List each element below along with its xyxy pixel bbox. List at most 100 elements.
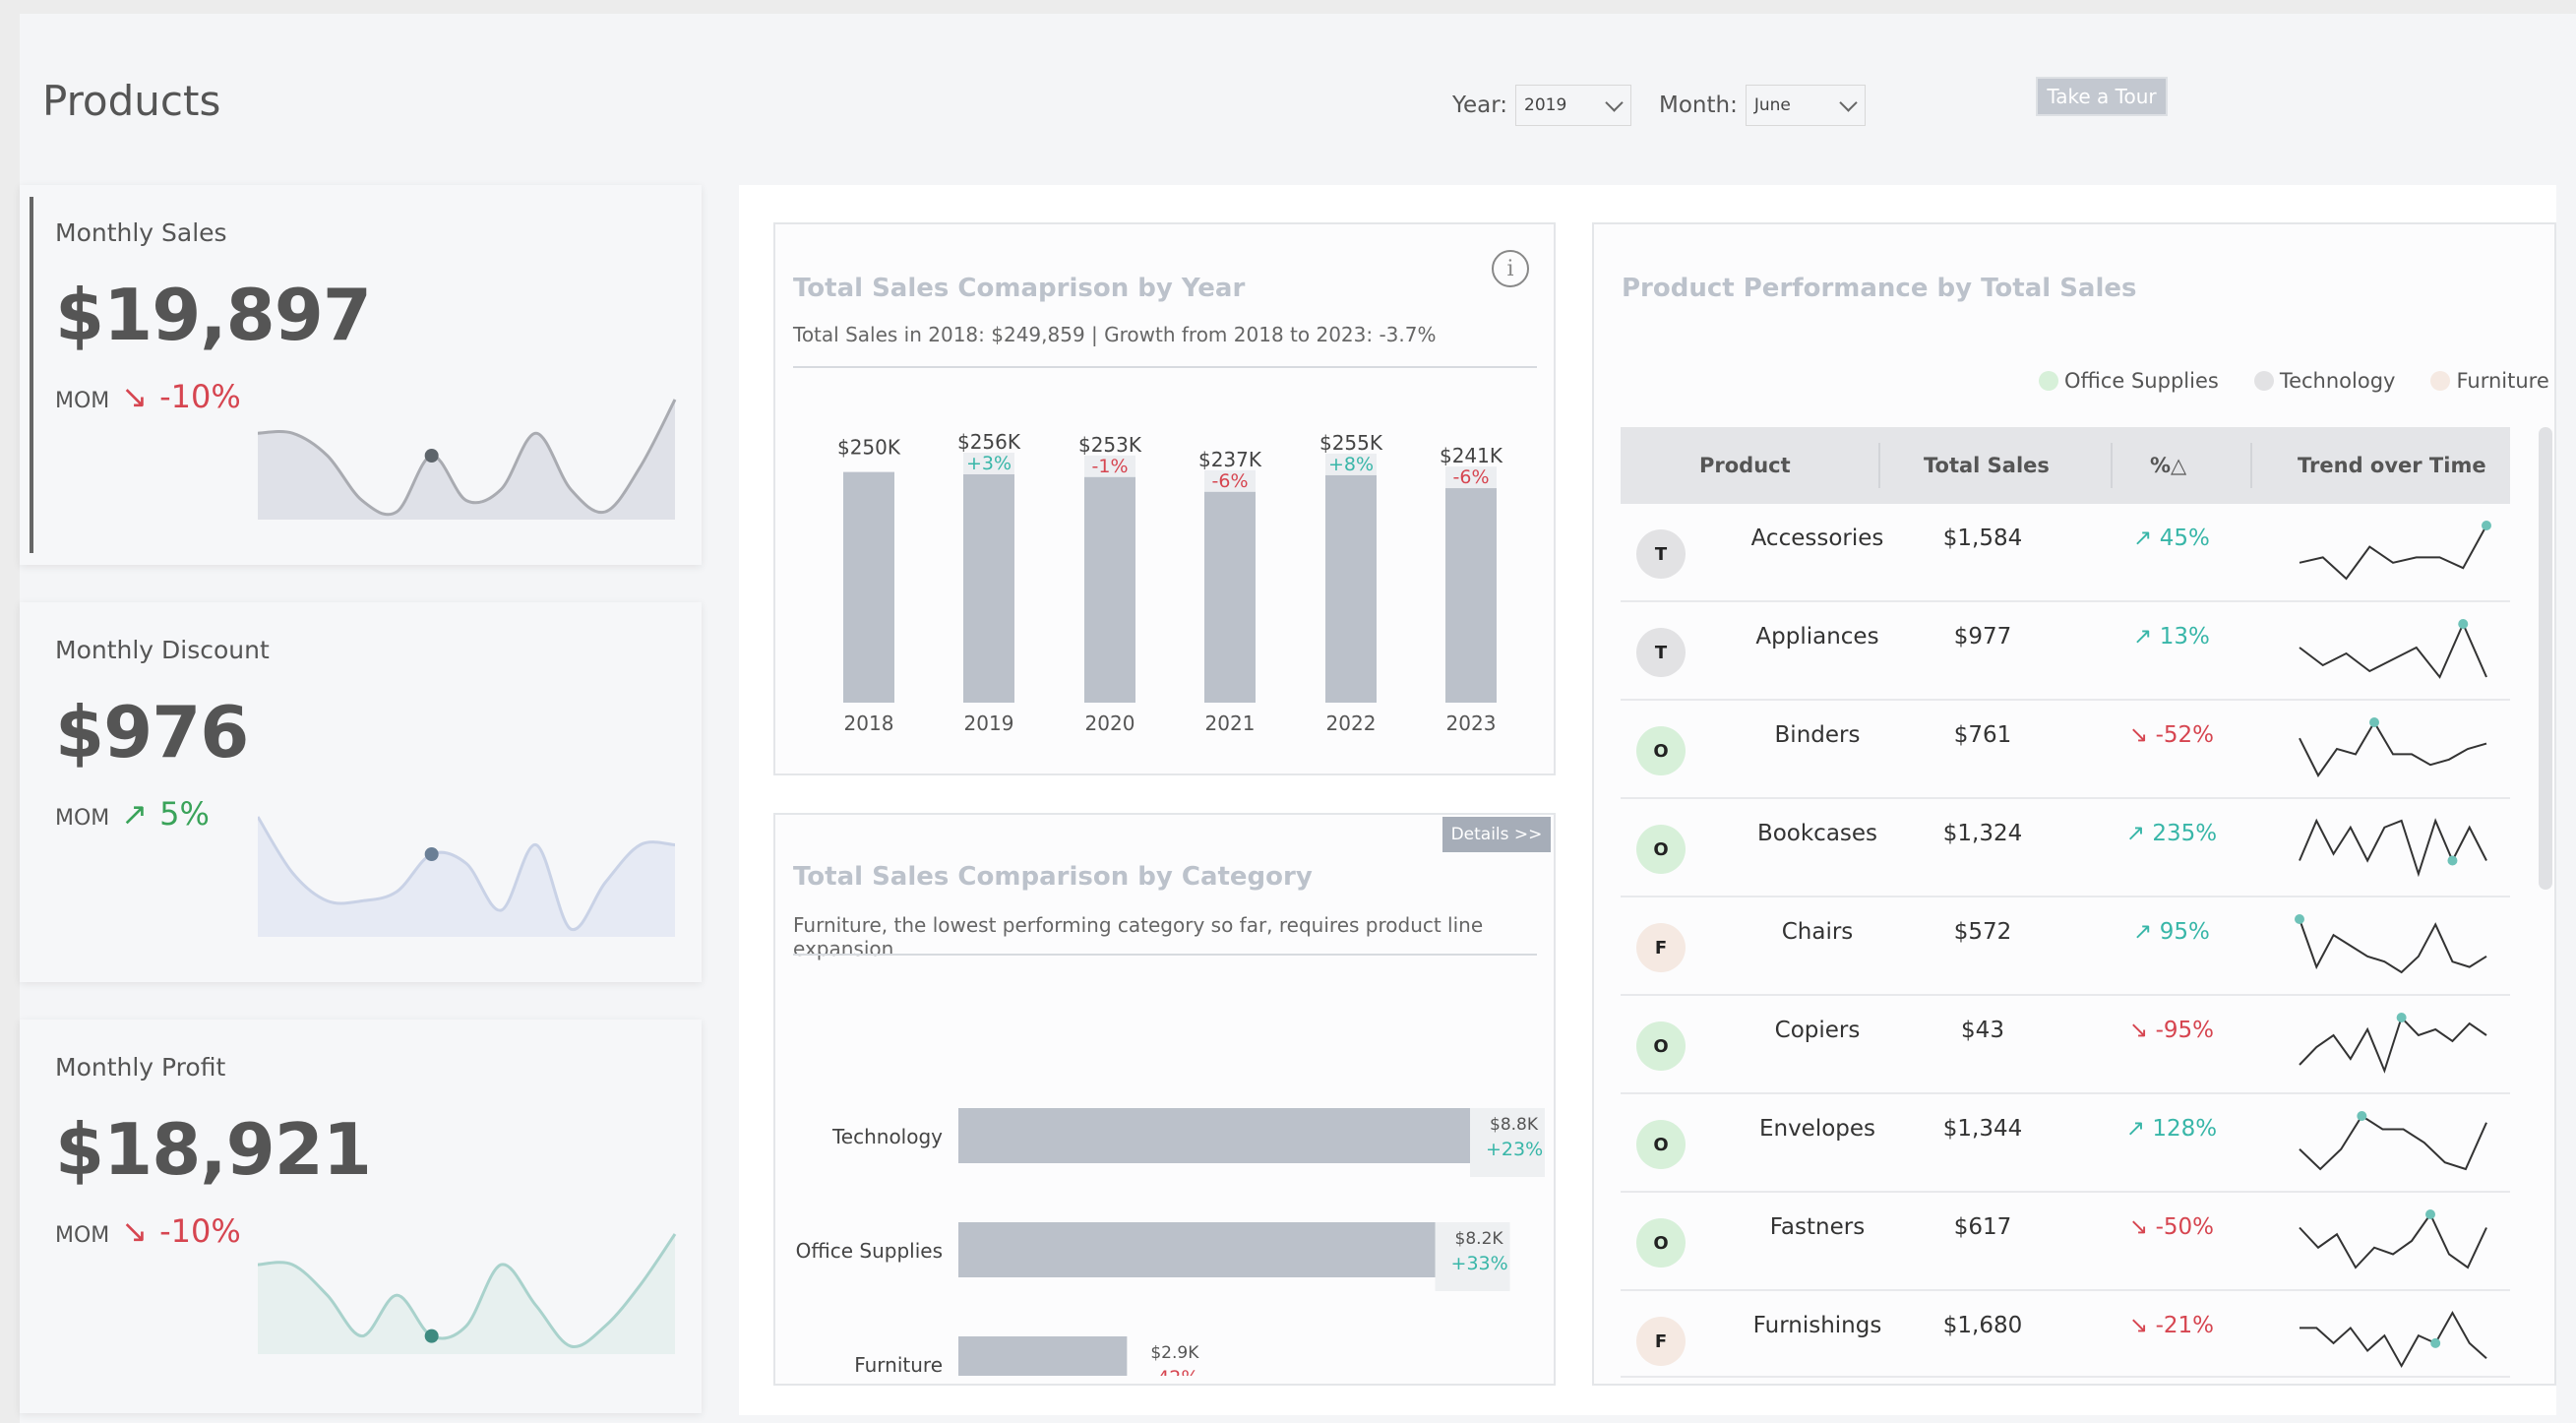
trend-line bbox=[2299, 621, 2487, 679]
month-select[interactable]: June bbox=[1745, 85, 1866, 126]
kpi-label: Monthly Profit bbox=[55, 1053, 226, 1082]
table-row[interactable]: O Envelopes $1,344 ↗ 128% bbox=[1621, 1094, 2510, 1193]
trend-up-icon: ↗ bbox=[2133, 624, 2153, 650]
product-name: Chairs bbox=[1781, 919, 1854, 945]
trend-marker bbox=[2430, 1337, 2441, 1348]
x-tick-label: 2021 bbox=[1205, 712, 1256, 735]
kpi-card-monthly-discount[interactable]: Monthly Discount $976 MOM ↗ 5% bbox=[20, 602, 702, 982]
bar-furniture[interactable] bbox=[958, 1336, 1128, 1376]
table-row[interactable]: O Fastners $617 ↘ -50% bbox=[1621, 1193, 2510, 1291]
info-icon[interactable]: i bbox=[1492, 250, 1529, 287]
x-tick-label: 2022 bbox=[1326, 712, 1377, 735]
x-tick-label: 2023 bbox=[1446, 712, 1497, 735]
trend-sparkline bbox=[2299, 1111, 2487, 1171]
total-sales: $617 bbox=[1953, 1214, 2012, 1240]
table-row[interactable]: F Chairs $572 ↗ 95% bbox=[1621, 897, 2510, 996]
table-row[interactable]: T Accessories $1,584 ↗ 45% bbox=[1621, 504, 2510, 602]
growth-label: +8% bbox=[1328, 454, 1374, 475]
year-select-value: 2019 bbox=[1524, 95, 1567, 115]
trend-marker bbox=[2482, 521, 2491, 530]
category-badge: O bbox=[1636, 1218, 1686, 1268]
details-button[interactable]: Details >> bbox=[1442, 817, 1551, 852]
product-name: Furnishings bbox=[1752, 1313, 1882, 1338]
bar-2020[interactable] bbox=[1084, 468, 1135, 703]
category-legend: Office Supplies Technology Furniture bbox=[2039, 369, 2549, 393]
pct-change: ↗ 235% bbox=[2093, 821, 2250, 846]
bar-2018[interactable] bbox=[843, 471, 894, 703]
x-tick-label: 2020 bbox=[1085, 712, 1135, 735]
column-header-total-sales[interactable]: Total Sales bbox=[1924, 454, 2050, 477]
total-sales: $761 bbox=[1953, 722, 2012, 748]
trend-sparkline bbox=[2299, 1209, 2487, 1269]
table-row[interactable]: O Copiers $43 ↘ -95% bbox=[1621, 996, 2510, 1094]
legend-office-supplies[interactable]: Office Supplies bbox=[2039, 369, 2219, 393]
product-name: Accessories bbox=[1750, 526, 1884, 551]
table-row[interactable]: F Furnishings $1,680 ↘ -21% bbox=[1621, 1291, 2510, 1378]
card-subtitle: Total Sales in 2018: $249,859 | Growth f… bbox=[793, 323, 1437, 346]
pct-change: ↘ -95% bbox=[2093, 1018, 2250, 1043]
category-badge: T bbox=[1636, 628, 1686, 677]
trend-marker bbox=[2369, 717, 2379, 727]
table-row[interactable]: T Appliances $977 ↗ 13% bbox=[1621, 602, 2510, 701]
kpi-value: $19,897 bbox=[55, 274, 372, 356]
pct-value: -50% bbox=[2148, 1214, 2214, 1240]
category-badge: F bbox=[1636, 923, 1686, 972]
pct-change: ↗ 13% bbox=[2093, 624, 2250, 650]
divider bbox=[793, 366, 1537, 368]
chevron-down-icon bbox=[1839, 93, 1858, 112]
trend-line bbox=[2299, 525, 2487, 581]
total-sales: $43 bbox=[1961, 1018, 2004, 1043]
mom-change: -10% bbox=[159, 378, 241, 415]
year-select[interactable]: 2019 bbox=[1515, 85, 1632, 126]
growth-label-bg bbox=[1084, 455, 1135, 477]
growth-label-bg bbox=[963, 453, 1014, 474]
table-row[interactable]: O Bookcases $1,324 ↗ 235% bbox=[1621, 799, 2510, 897]
bar-value-label: $250K bbox=[837, 436, 901, 460]
bar-technology[interactable] bbox=[958, 1108, 1470, 1163]
pct-value: -95% bbox=[2148, 1018, 2214, 1043]
bar-2019[interactable] bbox=[963, 466, 1014, 703]
growth-label: -6% bbox=[1453, 466, 1490, 488]
bar-office-supplies[interactable] bbox=[958, 1222, 1436, 1277]
legend-label: Furniture bbox=[2456, 369, 2549, 393]
kpi-mom: MOM ↘ -10% bbox=[55, 378, 241, 415]
trend-line bbox=[2299, 1212, 2487, 1269]
selected-indicator bbox=[30, 197, 33, 553]
x-tick-label: 2019 bbox=[964, 712, 1014, 735]
kpi-card-monthly-sales[interactable]: Monthly Sales $19,897 MOM ↘ -10% bbox=[20, 185, 702, 565]
kpi-value: $976 bbox=[55, 691, 249, 773]
trend-up-icon: ↗ bbox=[2125, 1116, 2146, 1142]
product-name: Appliances bbox=[1755, 624, 1879, 650]
product-name: Fastners bbox=[1769, 1214, 1866, 1240]
trend-sparkline bbox=[2299, 1013, 2487, 1074]
table-row[interactable]: O Binders $761 ↘ -52% bbox=[1621, 701, 2510, 799]
kpi-card-monthly-profit[interactable]: Monthly Profit $18,921 MOM ↘ -10% bbox=[20, 1020, 702, 1413]
pct-value: 13% bbox=[2152, 624, 2210, 650]
month-filter: Month: June bbox=[1659, 85, 1866, 126]
take-a-tour-button[interactable]: Take a Tour bbox=[2036, 77, 2168, 116]
column-header-trend[interactable]: Trend over Time bbox=[2298, 454, 2486, 477]
pct-change: ↗ 45% bbox=[2093, 526, 2250, 551]
kpi-value: $18,921 bbox=[55, 1108, 372, 1191]
column-header-product[interactable]: Product bbox=[1699, 454, 1791, 477]
bar-value-label: $255K bbox=[1319, 431, 1383, 455]
legend-technology[interactable]: Technology bbox=[2253, 369, 2395, 393]
bar-value-label: $253K bbox=[1078, 433, 1142, 457]
total-sales: $1,680 bbox=[1942, 1313, 2023, 1338]
pct-value: -21% bbox=[2148, 1313, 2214, 1338]
card-title: Total Sales Comaprison by Year bbox=[793, 274, 1246, 303]
legend-furniture[interactable]: Furniture bbox=[2430, 369, 2549, 393]
trend-down-icon: ↘ bbox=[121, 378, 149, 415]
trend-line bbox=[2299, 1114, 2487, 1171]
bar-2023[interactable] bbox=[1445, 480, 1497, 703]
bar-2021[interactable] bbox=[1204, 483, 1256, 703]
year-bar-chart: $250K2018$256K+3%2019$253K-1%2020$237K-6… bbox=[837, 430, 1503, 735]
growth-label: -6% bbox=[1212, 470, 1249, 492]
chevron-down-icon bbox=[1605, 93, 1624, 112]
table-scrollbar[interactable] bbox=[2539, 427, 2552, 890]
category-badge: O bbox=[1636, 1021, 1686, 1071]
column-header-pct-change[interactable]: %△ bbox=[2150, 454, 2187, 477]
bar-2022[interactable] bbox=[1325, 466, 1377, 703]
category-bar-chart: Technology $8.8K +23% Office Supplies $8.2K +… bbox=[796, 1108, 1545, 1376]
total-sales: $1,344 bbox=[1942, 1116, 2023, 1142]
